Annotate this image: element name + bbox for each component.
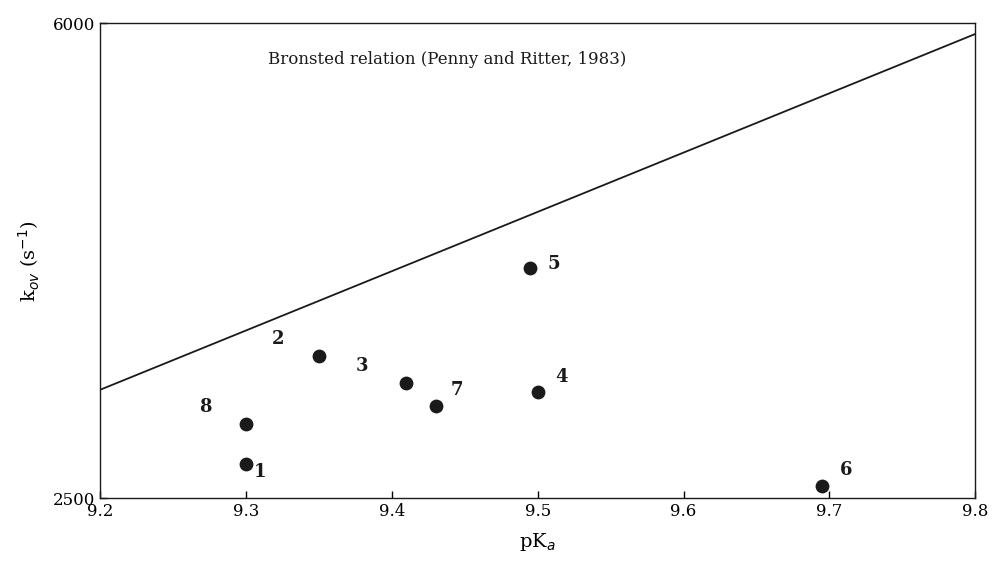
Text: 3: 3 (356, 357, 368, 375)
X-axis label: pK$_a$: pK$_a$ (520, 531, 556, 553)
Text: 8: 8 (199, 398, 212, 416)
Point (530, 388, 546, 397)
Text: 2: 2 (272, 329, 284, 348)
Y-axis label: k$_{ov}$ (s$^{-1}$): k$_{ov}$ (s$^{-1}$) (17, 220, 42, 302)
Point (398, 378, 414, 388)
Point (238, 419, 254, 428)
Text: 4: 4 (555, 368, 568, 386)
Text: 1: 1 (253, 463, 266, 481)
Point (523, 263, 539, 272)
Point (814, 482, 830, 491)
Point (311, 351, 327, 360)
Text: 5: 5 (548, 255, 561, 273)
Text: Bronsted relation (Penny and Ritter, 1983): Bronsted relation (Penny and Ritter, 198… (268, 51, 626, 68)
Text: 6: 6 (839, 461, 852, 479)
Point (238, 460, 254, 469)
Text: 7: 7 (450, 381, 462, 398)
Point (427, 401, 443, 410)
